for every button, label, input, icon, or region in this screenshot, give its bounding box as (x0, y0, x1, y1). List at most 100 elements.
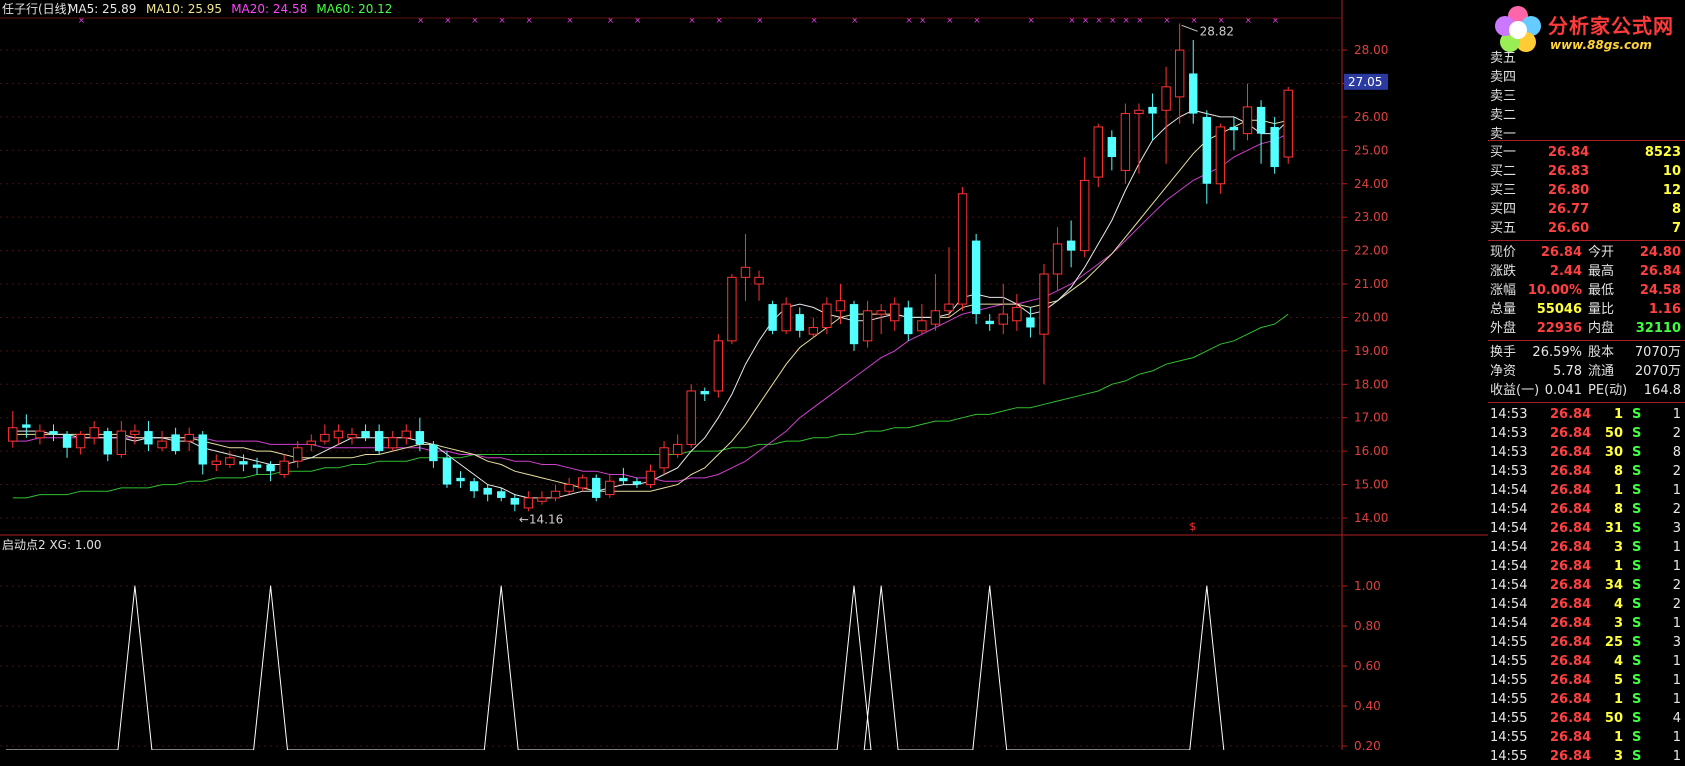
buy-level-volume: 7 (1671, 221, 1681, 236)
tick-volume: 31 (1604, 521, 1623, 536)
quote-label: 今开 (1588, 245, 1615, 260)
candle-body (198, 434, 207, 465)
quote-value: 55046 (1536, 302, 1582, 317)
tick-count: 1 (1672, 673, 1681, 688)
tick-volume: 4 (1613, 597, 1623, 612)
candle-body (672, 443, 683, 455)
candle-body (1134, 109, 1144, 115)
candle-body (795, 314, 804, 331)
tick-price: 26.84 (1550, 673, 1592, 688)
ma10-line (12, 119, 1289, 492)
candle-59 (808, 317, 819, 338)
candle-body (306, 440, 316, 445)
candle-body (252, 464, 262, 468)
candle-body (1229, 126, 1239, 131)
indicator-panel: 启动点2 XG: 1.00 1.00 0.80 0.60 0.40 0.20 (0, 538, 1381, 750)
candle-67 (917, 304, 927, 335)
ma-legend-item-0: MA5: 25.89 (68, 2, 136, 16)
quote-row: 现价 26.84 今开 24.80 (1488, 244, 1685, 262)
candle-body (700, 390, 709, 395)
tick-price: 26.84 (1550, 483, 1592, 498)
candle-body (361, 431, 370, 438)
stats-label: 收益(一) (1490, 383, 1540, 398)
candle-body (550, 490, 561, 499)
tick-price: 26.84 (1550, 692, 1592, 707)
candle-7 (103, 427, 112, 462)
tick-row: 14:55 26.84 25 S 3 (1488, 634, 1685, 652)
candle-28 (387, 431, 398, 452)
top-marker-14: × (905, 16, 913, 26)
top-marker-20: × (1082, 16, 1090, 26)
stats-value: 5.78 (1553, 364, 1582, 379)
candle-body (1012, 306, 1022, 322)
candle-body (686, 390, 696, 445)
tick-time: 14:55 (1490, 749, 1528, 764)
candle-body (659, 447, 669, 469)
candle-body (387, 437, 398, 449)
candle-5 (75, 431, 86, 455)
candle-22 (306, 434, 316, 452)
candle-87 (1189, 40, 1198, 124)
candle-33 (456, 471, 465, 488)
tick-volume: 50 (1604, 426, 1623, 441)
tick-price: 26.84 (1550, 426, 1592, 441)
stats-row: 收益(一) 0.041 PE(动) 164.8 (1488, 382, 1685, 400)
top-marker-22: × (1109, 16, 1117, 26)
candle-body (645, 470, 656, 486)
quote-row: 涨跌 2.44 最高 26.84 (1488, 263, 1685, 281)
buy-level-volume: 8 (1671, 202, 1681, 217)
tick-time: 14:55 (1490, 711, 1528, 726)
candle-body (8, 427, 18, 442)
candle-body (89, 427, 99, 439)
candle-71 (971, 233, 981, 325)
candle-body (469, 481, 479, 492)
buy-level-label: 买五 (1490, 221, 1517, 236)
candle-body (103, 431, 112, 455)
candle-body (320, 433, 330, 442)
candle-63 (862, 300, 873, 348)
top-marker-25: × (1163, 16, 1171, 26)
tick-row: 14:55 26.84 1 S 1 (1488, 729, 1685, 747)
candle-90 (1229, 116, 1239, 151)
candle-57 (781, 297, 791, 335)
top-marker-1: × (417, 16, 425, 26)
candle-46 (632, 477, 642, 488)
tick-side: S (1632, 559, 1642, 574)
axis-label-5: 23.00 (1354, 210, 1388, 224)
tick-volume: 1 (1613, 559, 1623, 574)
candle-body (713, 340, 724, 392)
top-marker-17: × (973, 16, 981, 26)
sell-level-row: 卖一 (1488, 126, 1685, 144)
candle-78 (1066, 220, 1076, 268)
buy-level-price: 26.80 (1548, 183, 1590, 198)
candle-body (374, 431, 384, 452)
tick-count: 3 (1672, 521, 1681, 536)
candle-60 (822, 297, 832, 335)
tick-row: 14:54 26.84 4 S 2 (1488, 596, 1685, 614)
tick-volume: 1 (1613, 730, 1623, 745)
candle-body (116, 430, 127, 455)
sell-level-row: 卖五 (1488, 50, 1685, 68)
tick-time: 14:53 (1490, 426, 1528, 441)
signal-peak-2 (500, 585, 502, 587)
stats-label: 股本 (1588, 345, 1615, 360)
candle-body (1066, 240, 1076, 251)
tick-time: 14:54 (1490, 559, 1528, 574)
candle-44 (605, 474, 615, 498)
candle-82 (1120, 103, 1131, 184)
flower-logo-icon (1495, 6, 1541, 52)
candle-body (35, 430, 45, 439)
candle-body (523, 497, 534, 509)
sell-level-row: 卖三 (1488, 88, 1685, 106)
quote-label: 涨跌 (1490, 264, 1517, 279)
candle-body (1148, 106, 1157, 114)
candle-body (456, 477, 465, 482)
tick-time: 14:54 (1490, 483, 1528, 498)
tick-count: 4 (1672, 711, 1681, 726)
top-marker-10: × (715, 16, 723, 26)
stats-value: 26.59% (1532, 345, 1582, 360)
stats-row: 净资 5.78 流通 2070万 (1488, 363, 1685, 381)
signal-peak-0 (134, 585, 136, 587)
candle-body (605, 480, 615, 496)
candle-10 (144, 421, 153, 452)
